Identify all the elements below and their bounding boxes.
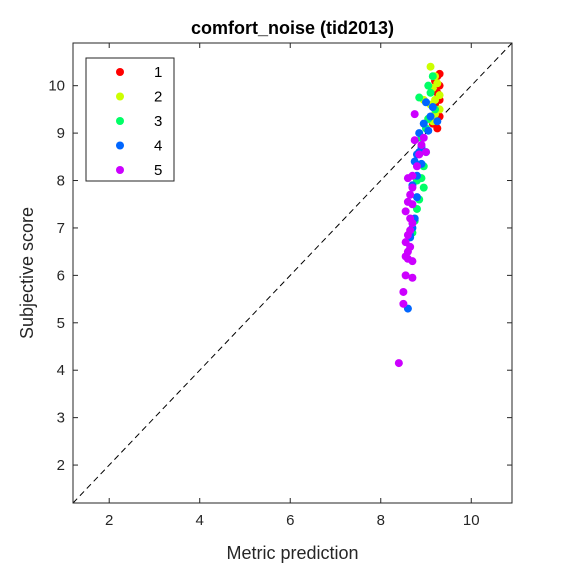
data-point-series-5 — [419, 133, 428, 142]
x-axis-label: Metric prediction — [226, 543, 358, 563]
data-point-series-1 — [433, 124, 442, 133]
data-point-series-5 — [408, 183, 417, 192]
data-point-series-5 — [403, 174, 412, 183]
data-point-series-5 — [394, 359, 403, 368]
data-point-series-4 — [433, 117, 442, 126]
data-point-series-5 — [408, 273, 417, 282]
plot-frame — [72, 42, 513, 504]
chart-title: comfort_noise (tid2013) — [191, 18, 394, 38]
identity-line — [72, 42, 513, 504]
data-point-series-4 — [419, 119, 428, 128]
data-point-series-5 — [401, 271, 410, 280]
x-tick-label: 6 — [286, 512, 294, 529]
data-point-series-5 — [408, 257, 417, 266]
data-point-series-5 — [412, 162, 421, 171]
data-point-series-4 — [412, 193, 421, 202]
x-tick-label: 2 — [105, 512, 113, 529]
legend-label-2: 2 — [154, 89, 162, 106]
x-tick-label: 8 — [377, 512, 385, 529]
legend-marker-2 — [116, 92, 124, 101]
x-tick-label: 4 — [196, 512, 204, 529]
legend-label-3: 3 — [154, 113, 162, 130]
data-point-series-5 — [415, 150, 424, 159]
legend-label-1: 1 — [154, 64, 162, 81]
data-point-series-3 — [426, 88, 435, 97]
y-tick-label: 7 — [57, 220, 65, 237]
data-point-series-5 — [403, 197, 412, 206]
legend: 1 2 3 4 5 — [85, 57, 175, 182]
data-point-series-4 — [422, 98, 431, 107]
legend-marker-3 — [116, 117, 124, 125]
y-tick-label: 6 — [57, 267, 65, 284]
data-point-series-5 — [401, 207, 410, 216]
y-tick-label: 2 — [57, 457, 65, 474]
data-points — [394, 62, 444, 368]
data-point-series-5 — [410, 110, 419, 119]
legend-marker-5 — [116, 166, 124, 174]
data-point-series-4 — [424, 126, 433, 135]
data-point-series-3 — [415, 93, 424, 102]
data-point-series-5 — [410, 136, 419, 145]
data-point-series-5 — [401, 252, 410, 261]
data-point-series-5 — [399, 299, 408, 308]
y-tick-label: 9 — [57, 125, 65, 142]
data-point-series-3 — [428, 72, 437, 81]
data-point-series-4 — [428, 103, 437, 112]
x-axis-ticks: 2 4 6 8 10 — [105, 43, 480, 529]
y-tick-label: 8 — [57, 173, 65, 190]
data-point-series-4 — [426, 112, 435, 121]
data-point-series-5 — [408, 219, 417, 228]
data-point-series-5 — [417, 140, 426, 149]
x-tick-label: 10 — [463, 512, 480, 529]
data-point-series-3 — [419, 183, 428, 192]
data-point-series-5 — [403, 231, 412, 240]
legend-marker-1 — [116, 68, 124, 76]
y-axis-ticks: 2 3 4 5 6 7 8 9 10 — [48, 78, 512, 474]
legend-marker-4 — [116, 141, 124, 150]
data-point-series-5 — [406, 190, 415, 199]
y-axis-label: Subjective score — [17, 207, 37, 339]
data-point-series-2 — [426, 62, 435, 71]
y-tick-label: 5 — [57, 315, 65, 332]
legend-label-4: 4 — [154, 138, 162, 155]
legend-label-5: 5 — [154, 162, 162, 179]
data-point-series-5 — [422, 148, 431, 157]
data-point-series-3 — [424, 81, 433, 90]
y-tick-label: 3 — [57, 410, 65, 427]
y-tick-label: 4 — [57, 362, 65, 379]
data-point-series-5 — [399, 287, 408, 296]
legend-box — [85, 57, 175, 182]
reference-line-group — [72, 42, 513, 504]
y-tick-label: 10 — [48, 78, 65, 95]
